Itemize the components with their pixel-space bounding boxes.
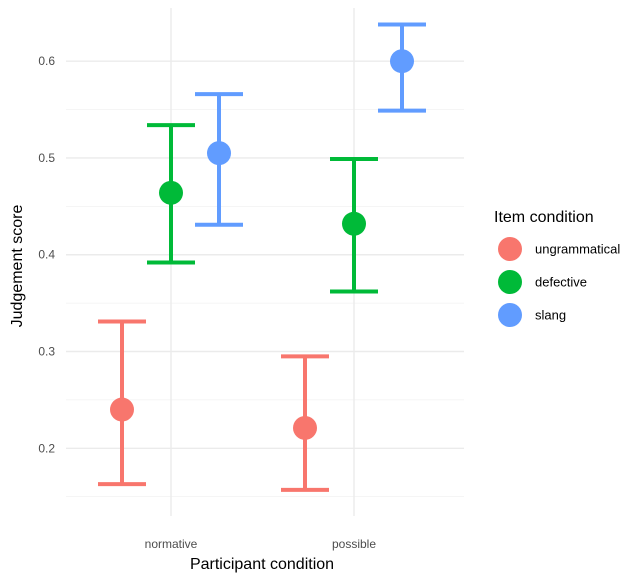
x-tick-label: possible [332,537,376,551]
legend-label: defective [535,275,587,290]
legend-key [498,270,522,294]
x-tick-label: normative [145,537,198,551]
legend-title: Item condition [494,209,594,226]
x-tick-labels: normative possible [145,537,377,551]
y-tick-label: 0.3 [38,345,55,359]
y-tick-label: 0.6 [38,54,55,68]
data-point [207,141,231,166]
x-axis-title: Participant condition [190,556,334,573]
data-point [390,49,414,74]
data-point [293,415,317,440]
legend-item: slang [498,303,566,327]
y-tick-label: 0.5 [38,151,55,165]
legend-label: slang [535,308,566,323]
legend-item: defective [498,270,587,294]
grid [66,8,464,516]
legend-label: ungrammatical [535,242,620,257]
data-point [110,397,134,422]
legend-item: ungrammatical [498,237,620,261]
y-axis-title: Judgement score [9,205,26,328]
legend-key [498,303,522,327]
y-tick-labels: 0.2 0.3 0.4 0.5 0.6 [38,54,55,455]
y-tick-label: 0.2 [38,441,55,455]
legend-key [498,237,522,261]
y-tick-label: 0.4 [38,248,55,262]
legend: Item condition ungrammatical defective sla… [494,209,620,327]
data-point [159,180,183,205]
data-point [342,211,366,236]
data-marks [98,22,426,492]
